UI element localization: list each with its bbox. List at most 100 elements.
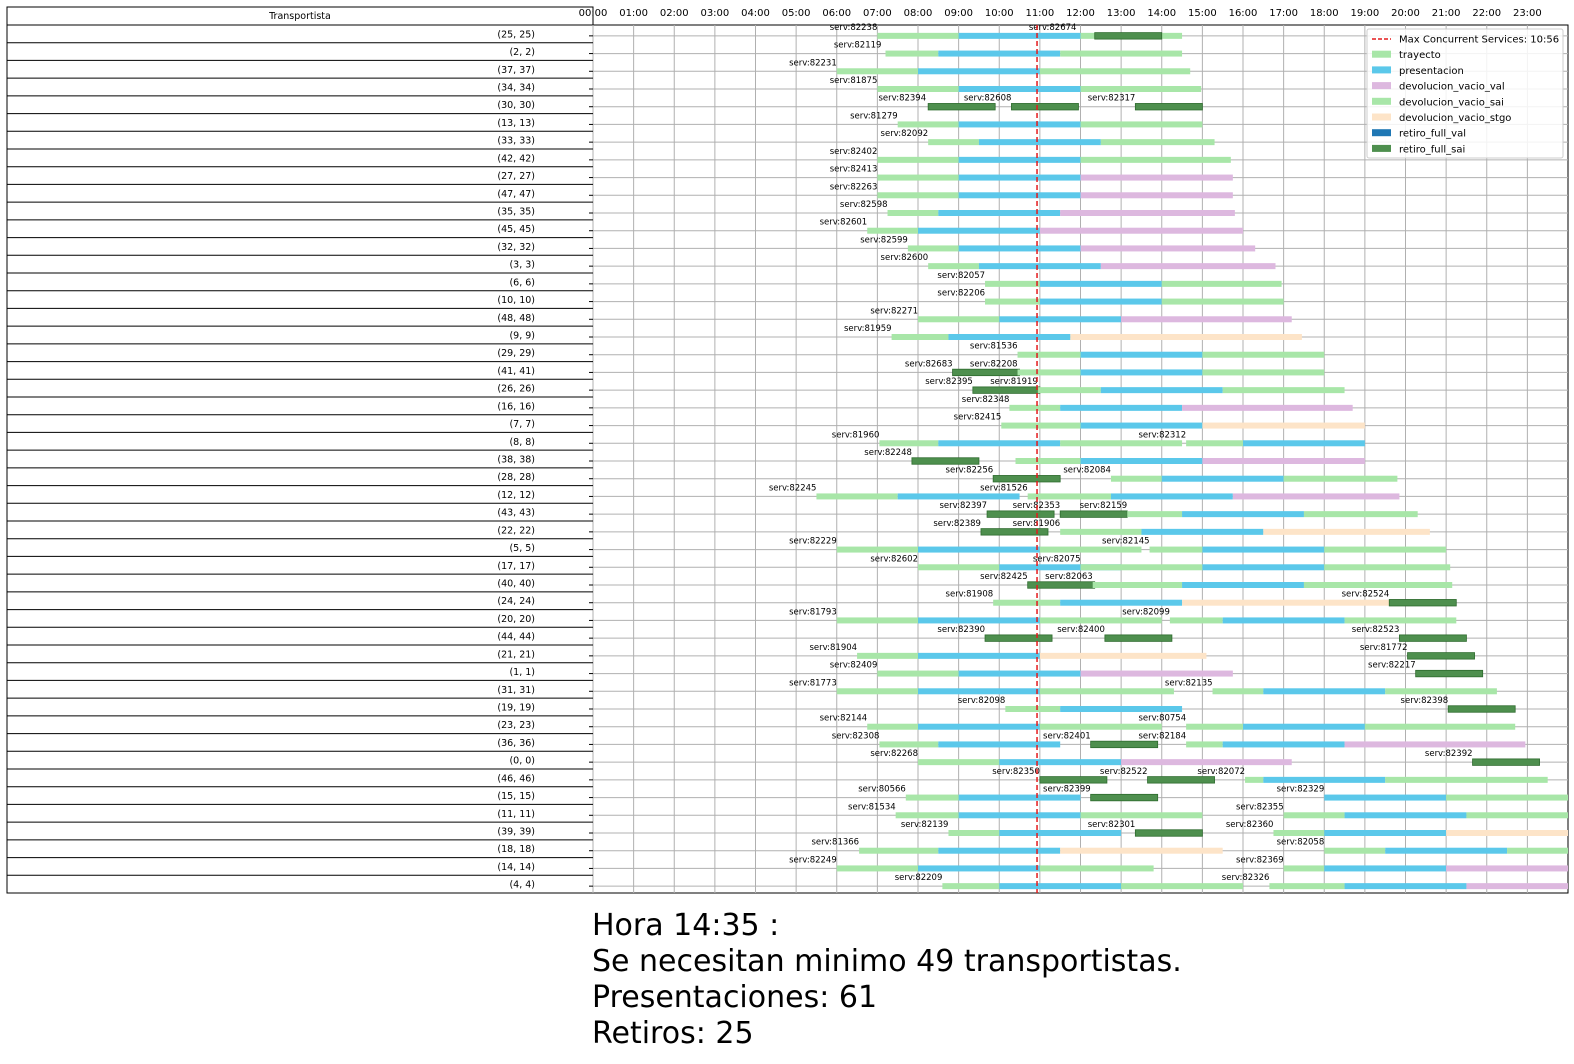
bar-devolucion-vacio-sai: [1364, 723, 1516, 730]
service-label: serv:81919: [990, 377, 1038, 387]
bar-trayecto: [877, 174, 959, 181]
service-label: serv:81536: [970, 342, 1018, 352]
service-label: serv:82159: [1080, 501, 1128, 511]
summary-transportistas: Se necesitan minimo 49 transportistas.: [592, 944, 1182, 979]
service-label: serv:82206: [937, 289, 985, 299]
bar-devolucion-vacio-sai: [1060, 50, 1183, 57]
row-label: (5, 5): [509, 543, 535, 554]
bar-trayecto: [877, 32, 959, 39]
bar-presentacion: [1080, 458, 1203, 464]
bar-trayecto: [1212, 688, 1264, 695]
row-label: (45, 45): [497, 224, 535, 235]
service-label: serv:82263: [830, 182, 878, 192]
bar-presentacion: [1161, 475, 1284, 482]
bar-trayecto: [877, 192, 959, 199]
bar-trayecto: [928, 263, 979, 270]
bar-trayecto: [887, 210, 939, 216]
bar-trayecto: [836, 68, 918, 75]
x-tick-label: 07:00: [863, 8, 892, 19]
bar-retiro-full-sai: [911, 457, 980, 465]
legend-label: Max Concurrent Services: 10:56: [1399, 35, 1559, 46]
x-tick-label: 15:00: [1188, 8, 1217, 19]
bar-presentacion: [978, 263, 1101, 270]
bar-devolucion-vacio-val: [1100, 263, 1276, 270]
bar-trayecto: [928, 139, 979, 146]
bar-devolucion-vacio-sai: [1039, 688, 1174, 695]
service-label: serv:82394: [879, 94, 927, 104]
bar-presentacion: [1039, 280, 1162, 287]
bar-presentacion: [958, 174, 1081, 181]
service-label: serv:81875: [830, 76, 878, 86]
bar-retiro-full-sai: [1447, 705, 1516, 713]
service-label: serv:82390: [937, 625, 985, 635]
bar-presentacion: [918, 227, 1040, 234]
row-label: (47, 47): [497, 189, 535, 200]
legend-label: presentacion: [1399, 66, 1464, 77]
service-label: serv:82674: [1029, 23, 1077, 33]
bar-presentacion: [1039, 298, 1162, 305]
row-label: (39, 39): [497, 827, 535, 838]
legend-label: devolucion_vacio_val: [1399, 82, 1505, 93]
bar-devolucion-vacio-sai: [1202, 369, 1325, 376]
bar-trayecto: [1027, 493, 1111, 500]
row-label: (15, 15): [497, 791, 535, 802]
bar-trayecto: [877, 86, 959, 92]
x-tick-label: 23:00: [1513, 8, 1542, 19]
service-label: serv:82599: [860, 235, 908, 245]
service-label: serv:82398: [1401, 696, 1449, 706]
service-label: serv:81773: [789, 678, 837, 688]
service-label: serv:81279: [850, 111, 898, 121]
bar-retiro-full-sai: [927, 103, 996, 111]
bar-trayecto: [918, 564, 1000, 571]
x-tick-label: 00:00: [579, 8, 608, 19]
service-label: serv:82355: [1236, 802, 1284, 812]
bar-presentacion: [1060, 599, 1183, 606]
bar-devolucion-vacio-val: [1060, 210, 1235, 216]
service-label: serv:82184: [1139, 731, 1187, 741]
bar-retiro-full-sai: [1399, 634, 1467, 642]
bar-presentacion: [1243, 440, 1365, 447]
bar-presentacion: [938, 847, 1061, 854]
bar-trayecto: [867, 227, 918, 234]
bar-devolucion-vacio-sai: [1507, 847, 1568, 854]
bar-presentacion: [999, 316, 1122, 323]
bar-presentacion: [1202, 564, 1325, 571]
service-label: serv:81793: [789, 607, 837, 617]
service-label: serv:82271: [870, 306, 918, 316]
service-label: serv:82369: [1236, 855, 1284, 865]
bar-retiro-full-sai: [1090, 740, 1159, 749]
bar-trayecto: [1283, 865, 1325, 872]
bar-retiro-full-sai: [972, 386, 1041, 394]
bar-devolucion-vacio-sai: [1222, 387, 1345, 394]
x-tick-label: 10:00: [985, 8, 1014, 19]
table-header: Transportista: [268, 11, 331, 22]
bar-trayecto: [918, 316, 1000, 323]
bar-retiro-full-sai: [1134, 829, 1203, 837]
service-label: serv:82268: [870, 749, 918, 759]
service-label: serv:82326: [1222, 873, 1270, 883]
bar-trayecto: [1017, 351, 1081, 358]
row-label: (9, 9): [509, 331, 535, 342]
bar-presentacion: [999, 564, 1122, 571]
legend-swatch: [1372, 97, 1391, 105]
service-label: serv:82409: [830, 661, 878, 671]
bar-presentacion: [1263, 688, 1386, 695]
bar-presentacion: [958, 32, 1081, 39]
bar-trayecto: [993, 599, 1061, 606]
bar-devolucion-vacio-sai: [1303, 511, 1418, 518]
bar-devolucion-vacio-sai: [1385, 776, 1548, 783]
bar-presentacion: [918, 688, 1040, 695]
x-tick-label: 04:00: [741, 8, 770, 19]
bar-presentacion: [918, 865, 1040, 872]
bar-trayecto: [905, 794, 959, 801]
service-label: serv:82360: [1226, 820, 1274, 830]
summary-panel: Hora 14:35 : Se necesitan minimo 49 tran…: [592, 908, 1182, 1052]
bar-devolucion-vacio-val: [1121, 316, 1292, 323]
bar-trayecto: [985, 298, 1040, 305]
summary-retiros: Retiros: 25: [592, 1016, 754, 1051]
service-label: serv:82058: [1277, 838, 1325, 848]
row-label: (19, 19): [497, 703, 535, 714]
bar-trayecto: [891, 334, 949, 340]
bar-devolucion-vacio-val: [1344, 741, 1526, 748]
service-label: serv:82084: [1063, 466, 1111, 476]
